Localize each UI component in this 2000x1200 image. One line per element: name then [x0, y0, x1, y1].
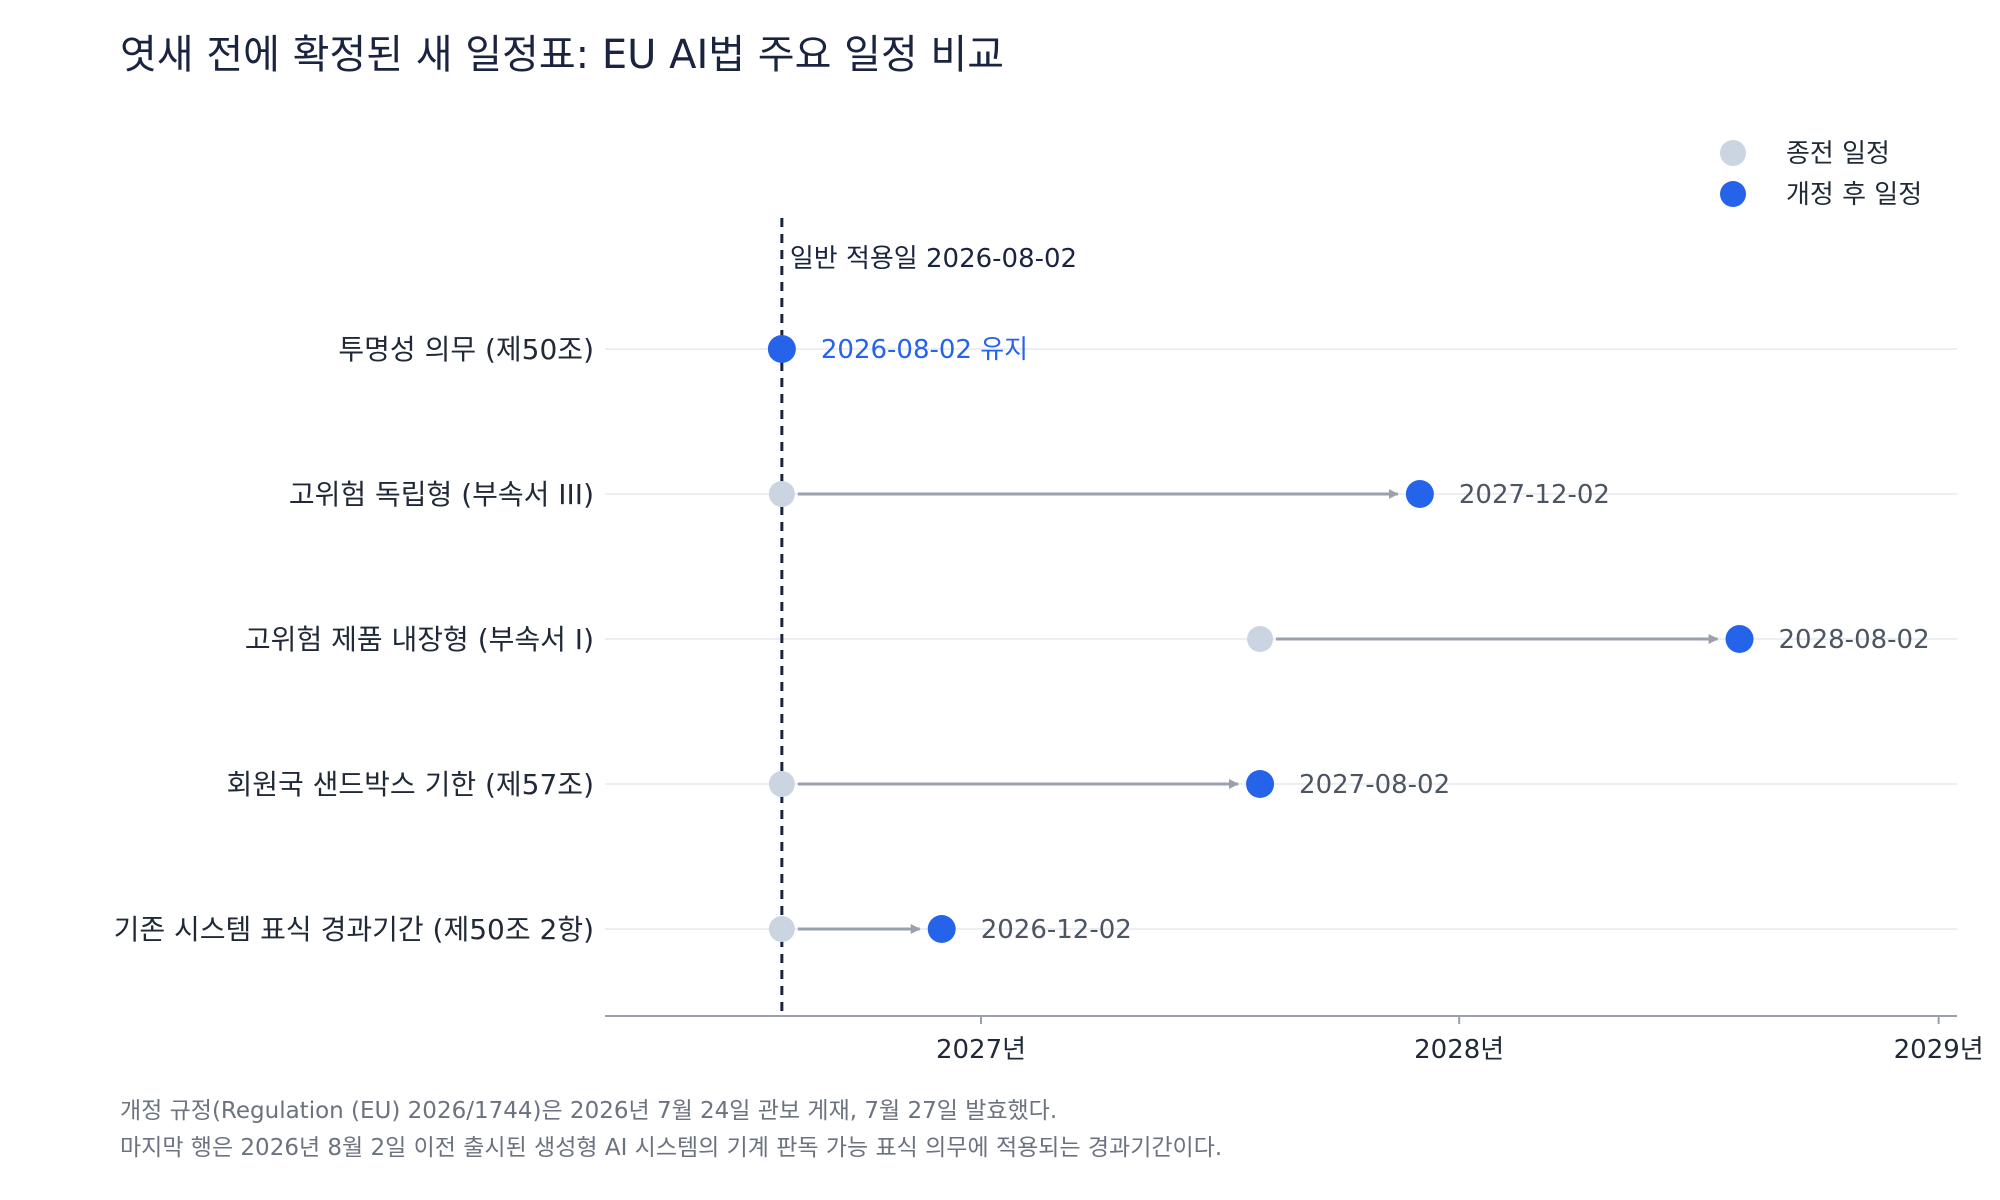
- old-date-point: [768, 481, 795, 507]
- new-date-point: [927, 915, 956, 943]
- row-label: 투명성 의무 (제50조): [338, 333, 594, 366]
- old-date-point: [768, 771, 795, 797]
- new-date-point: [1246, 770, 1275, 798]
- footnote-1: 개정 규정(Regulation (EU) 2026/1744)은 2026년 …: [120, 1098, 1058, 1124]
- value-label: 2026-08-02 유지: [821, 335, 1028, 365]
- value-label: 2027-08-02: [1299, 770, 1450, 800]
- legend-old-label: 종전 일정: [1786, 139, 1890, 169]
- reference-line-label: 일반 적용일 2026-08-02: [790, 244, 1077, 274]
- old-date-point: [768, 916, 795, 942]
- value-label: 2027-12-02: [1459, 480, 1610, 510]
- legend-new-marker: [1720, 181, 1746, 207]
- plot-area: 2027년 2028년 2029년 일반 적용일 2026-08-02 투명성 의무 (…: [114, 218, 1984, 1065]
- value-label: 2026-12-02: [981, 915, 1132, 945]
- legend-new-label: 개정 후 일정: [1786, 180, 1922, 210]
- old-date-point: [1247, 626, 1274, 652]
- new-date-point: [767, 335, 796, 363]
- row-label: 기존 시스템 표식 경과기간 (제50조 2항): [114, 913, 594, 946]
- row-label: 고위험 독립형 (부속서 III): [289, 478, 594, 511]
- x-tick-label: 2029년: [1894, 1035, 1984, 1065]
- x-tick-label: 2028년: [1414, 1035, 1504, 1065]
- footnote-2: 마지막 행은 2026년 8월 2일 이전 출시된 생성형 AI 시스템의 기계…: [120, 1135, 1223, 1161]
- legend-old-marker: [1720, 140, 1746, 166]
- row-label: 회원국 샌드박스 기한 (제57조): [226, 768, 594, 801]
- row-label: 고위험 제품 내장형 (부속서 I): [245, 623, 594, 656]
- new-date-point: [1725, 625, 1754, 653]
- legend: 종전 일정 개정 후 일정: [1720, 139, 1922, 210]
- x-tick-label: 2027년: [936, 1035, 1026, 1065]
- new-date-point: [1405, 480, 1434, 508]
- value-label: 2028-08-02: [1779, 625, 1930, 655]
- chart-title: 엿새 전에 확정된 새 일정표: EU AI법 주요 일정 비교: [120, 32, 1005, 78]
